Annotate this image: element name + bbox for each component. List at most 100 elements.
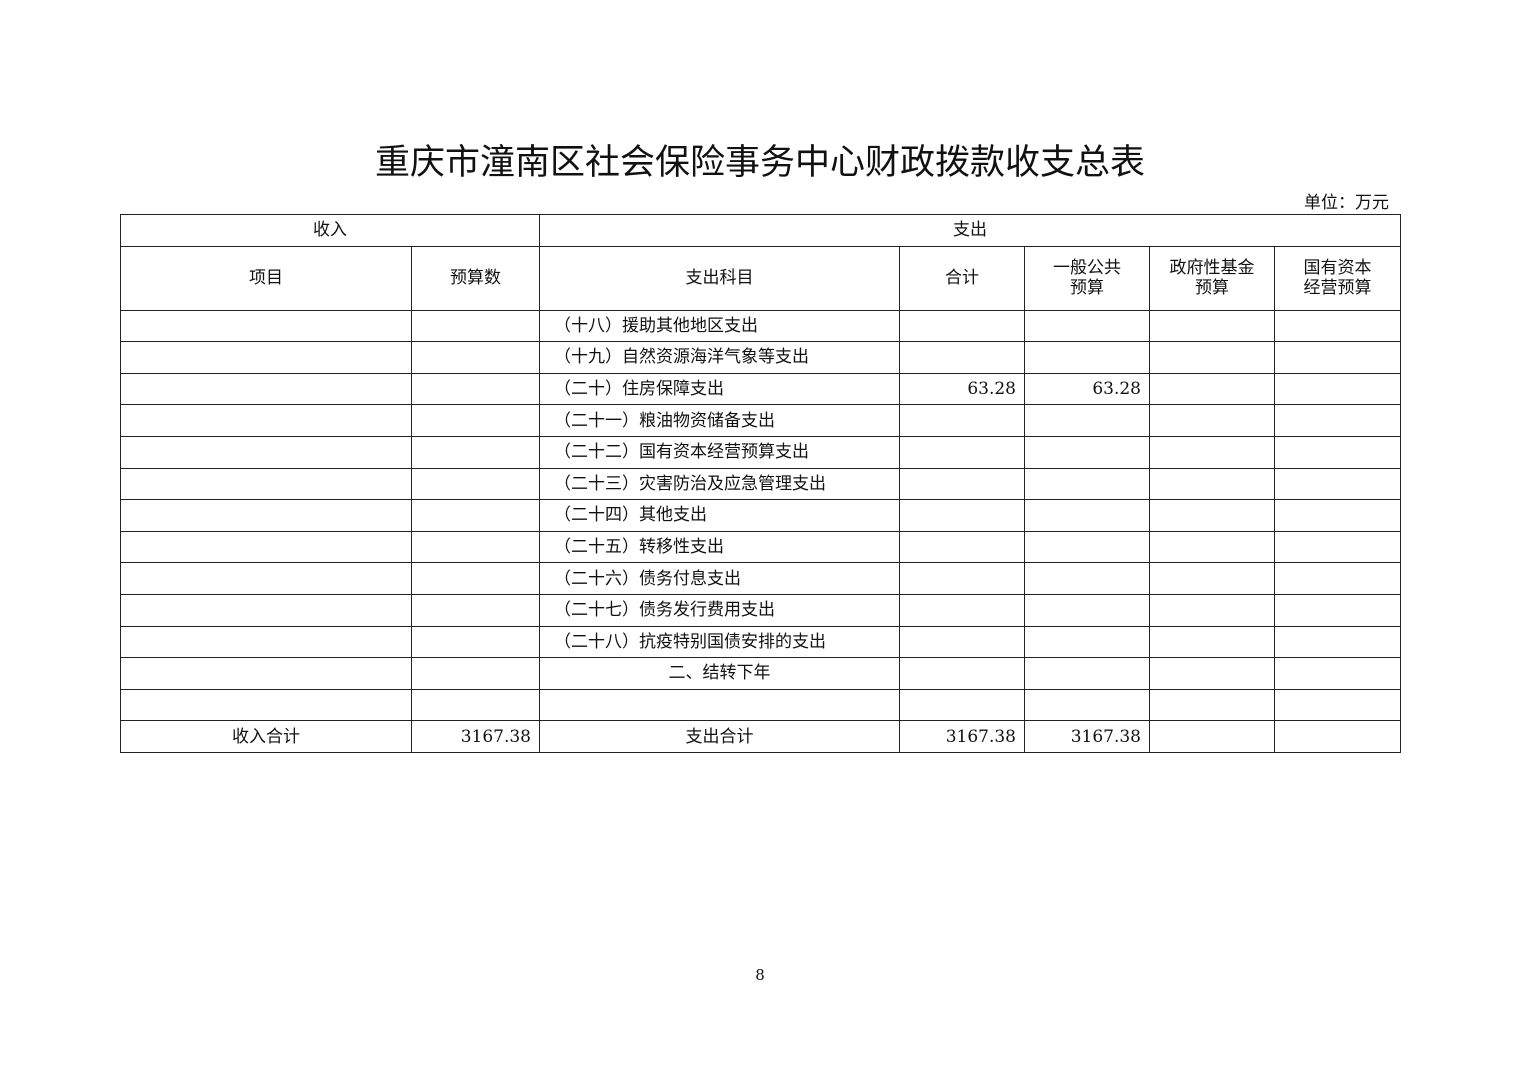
state-capital-header: 国有资本 经营预算: [1273, 245, 1402, 311]
cell-general: [1024, 309, 1150, 343]
cell-budget: [411, 593, 540, 627]
cell-fund: [1149, 562, 1275, 595]
budget-table: 收入 支出 项目 预算数 支出科目 合计 一般公共 预算 政府性基金 预算 国有…: [120, 214, 1402, 753]
cell-fund: [1149, 404, 1275, 437]
cell-budget: [411, 467, 540, 501]
cell-fund: [1149, 688, 1275, 722]
table-row: （二十三）灾害防治及应急管理支出: [120, 467, 1402, 501]
cell-budget: [411, 309, 540, 343]
cell-general: [1024, 688, 1150, 722]
budget-header: 预算数: [411, 245, 540, 311]
cell-capital: [1273, 372, 1402, 406]
table-row: （二十七）债务发行费用支出: [120, 593, 1402, 627]
totals-expense-general: 3167.38: [1024, 720, 1150, 753]
unit-label: 单位：万元: [1304, 193, 1389, 213]
cell-item: [120, 404, 412, 437]
cell-general: [1024, 593, 1150, 627]
cell-subject: （二十）住房保障支出: [539, 372, 900, 406]
cell-subject: 二、结转下年: [539, 657, 900, 690]
expense-header: 支出: [538, 214, 1402, 247]
table-row: （二十五）转移性支出: [120, 530, 1402, 564]
cell-item: [120, 341, 412, 374]
table-row: [120, 688, 1402, 722]
cell-item: [120, 562, 412, 595]
cell-general: [1024, 435, 1150, 469]
totals-expense-capital: [1273, 720, 1402, 753]
cell-fund: [1149, 467, 1275, 501]
cell-fund: [1149, 341, 1275, 374]
cell-capital: [1273, 404, 1402, 437]
cell-capital: [1273, 499, 1402, 532]
table-row: （二十四）其他支出: [120, 499, 1402, 532]
cell-fund: [1149, 372, 1275, 406]
cell-total: [899, 404, 1025, 437]
cell-budget: [411, 404, 540, 437]
cell-capital: [1273, 657, 1402, 690]
gov-fund-header: 政府性基金 预算: [1149, 245, 1275, 311]
cell-capital: [1273, 593, 1402, 627]
cell-fund: [1149, 657, 1275, 690]
cell-budget: [411, 657, 540, 690]
cell-fund: [1149, 435, 1275, 469]
income-header: 收入: [120, 214, 540, 247]
cell-general: [1024, 467, 1150, 501]
page-number: 8: [755, 966, 765, 984]
total-header: 合计: [899, 245, 1025, 311]
cell-total: [899, 467, 1025, 501]
cell-capital: [1273, 309, 1402, 343]
cell-budget: [411, 435, 540, 469]
cell-total: [899, 309, 1025, 343]
table-row: （二十一）粮油物资储备支出: [120, 404, 1402, 437]
cell-capital: [1273, 530, 1402, 564]
cell-total: [899, 341, 1025, 374]
cell-item: [120, 625, 412, 659]
cell-capital: [1273, 688, 1402, 722]
cell-general: 63.28: [1024, 372, 1150, 406]
cell-item: [120, 435, 412, 469]
cell-capital: [1273, 562, 1402, 595]
table-row: （二十六）债务付息支出: [120, 562, 1402, 595]
cell-total: [899, 657, 1025, 690]
table-row: （十九）自然资源海洋气象等支出: [120, 341, 1402, 374]
cell-total: 63.28: [899, 372, 1025, 406]
cell-item: [120, 372, 412, 406]
cell-subject: （二十八）抗疫特别国债安排的支出: [539, 625, 900, 659]
table-row: （二十）住房保障支出 63.28 63.28: [120, 372, 1402, 406]
table-row: （二十八）抗疫特别国债安排的支出: [120, 625, 1402, 659]
cell-budget: [411, 625, 540, 659]
cell-budget: [411, 372, 540, 406]
cell-budget: [411, 562, 540, 595]
expense-subject-header: 支出科目: [539, 245, 900, 311]
cell-subject: （二十六）债务付息支出: [539, 562, 900, 595]
table-row: 二、结转下年: [120, 657, 1402, 690]
cell-subject: （二十一）粮油物资储备支出: [539, 404, 900, 437]
cell-item: [120, 688, 412, 722]
cell-fund: [1149, 625, 1275, 659]
page-title: 重庆市潼南区社会保险事务中心财政拨款收支总表: [374, 143, 1145, 183]
totals-expense-fund: [1149, 720, 1275, 753]
cell-subject: （二十五）转移性支出: [539, 530, 900, 564]
totals-expense-label: 支出合计: [539, 720, 900, 753]
cell-budget: [411, 688, 540, 722]
cell-general: [1024, 530, 1150, 564]
cell-budget: [411, 530, 540, 564]
cell-capital: [1273, 341, 1402, 374]
cell-subject: （二十四）其他支出: [539, 499, 900, 532]
header-row-1: 收入 支出: [120, 214, 1402, 247]
cell-item: [120, 467, 412, 501]
cell-general: [1024, 625, 1150, 659]
item-header: 项目: [120, 245, 412, 311]
general-public-header: 一般公共 预算: [1024, 245, 1150, 311]
cell-total: [899, 530, 1025, 564]
cell-budget: [411, 341, 540, 374]
cell-total: [899, 435, 1025, 469]
cell-general: [1024, 657, 1150, 690]
cell-capital: [1273, 435, 1402, 469]
cell-item: [120, 499, 412, 532]
cell-subject: （二十七）债务发行费用支出: [539, 593, 900, 627]
table-row: （二十二）国有资本经营预算支出: [120, 435, 1402, 469]
cell-total: [899, 625, 1025, 659]
cell-fund: [1149, 530, 1275, 564]
cell-general: [1024, 499, 1150, 532]
cell-subject: [539, 688, 900, 722]
